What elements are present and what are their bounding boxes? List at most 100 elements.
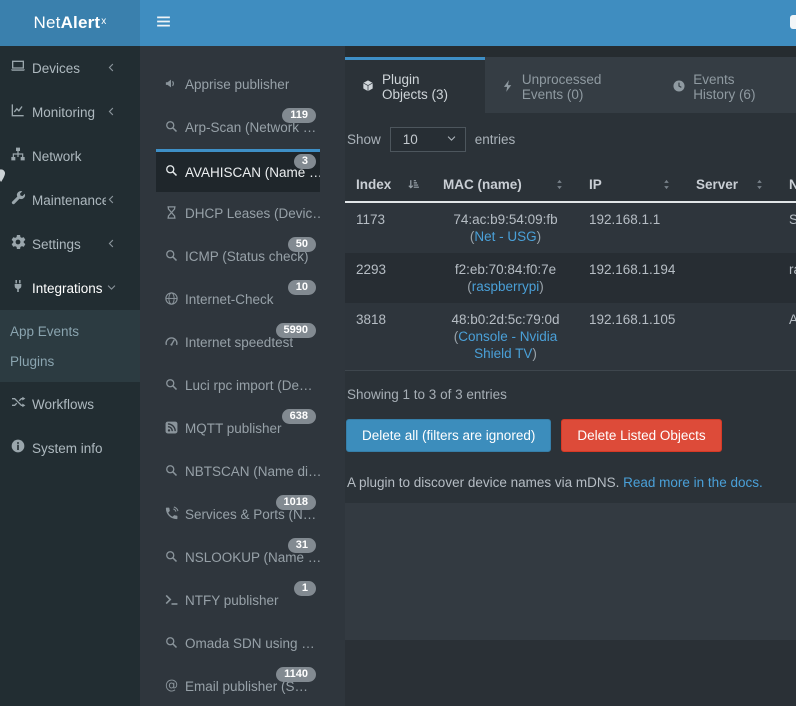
count-badge: 3 <box>293 154 316 169</box>
column-label: N <box>789 177 796 192</box>
brand-logo[interactable]: Net Alert x <box>0 0 140 46</box>
plugin-item-ntfy-publisher[interactable]: NTFY publisher 1 <box>156 579 320 622</box>
hourglass-icon <box>164 205 185 222</box>
plugin-item-apprise-publisher[interactable]: Apprise publisher <box>156 63 320 106</box>
sidebar-item-label: Workflows <box>32 396 95 412</box>
tab-label: Events History (6) <box>693 71 756 102</box>
tab-plugin-objects[interactable]: Plugin Objects (3) <box>345 57 485 113</box>
count-badge: 1 <box>293 581 316 596</box>
cell-ip: 192.168.1.194 <box>589 262 676 277</box>
plugin-item-label: Apprise publisher <box>185 77 290 92</box>
action-buttons: Delete all (filters are ignored) Delete … <box>346 419 796 452</box>
brand-sup: x <box>101 15 107 27</box>
sidebar-item-monitoring[interactable]: Monitoring <box>0 90 140 134</box>
plugin-item-luci-rpc-import-de[interactable]: Luci rpc import (De… <box>156 364 320 407</box>
count-badge: 31 <box>287 538 316 553</box>
column-header-index[interactable]: Index <box>345 168 432 202</box>
network-icon <box>10 146 32 165</box>
sort-icon <box>753 177 766 192</box>
sidebar-item-integrations[interactable]: Integrations <box>0 266 140 310</box>
cell-index: 2293 <box>356 262 387 277</box>
search-icon <box>164 119 185 136</box>
chevron-left-icon <box>106 106 128 119</box>
plugin-item-email-publisher-s[interactable]: @ Email publisher (S… 1140 <box>156 665 320 706</box>
chevron-down-icon <box>446 133 457 146</box>
plugin-item-internet-speedtest[interactable]: Internet speedtest 5990 <box>156 321 320 364</box>
plugin-item-label: ICMP (Status check) <box>185 249 309 264</box>
plugin-item-avahiscan-name[interactable]: AVAHISCAN (Name … 3 <box>156 149 320 192</box>
tab-bar: Plugin Objects (3) Unprocessed Events (0)… <box>345 57 796 113</box>
plugin-item-label: Internet speedtest <box>185 335 294 350</box>
plugin-item-nslookup-name[interactable]: NSLOOKUP (Name … 31 <box>156 536 320 579</box>
brand-net: Net <box>33 13 61 32</box>
navbar-right-partial-icon[interactable] <box>790 15 796 29</box>
page-size-row: Show 10 entries <box>347 127 796 152</box>
count-badge: 10 <box>287 280 316 295</box>
docs-link[interactable]: Read more in the docs. <box>623 475 763 490</box>
cell-ip: 192.168.1.1 <box>589 212 661 227</box>
count-badge: 119 <box>282 108 316 123</box>
at-icon: @ <box>164 678 185 695</box>
count-badge: 1140 <box>276 667 316 682</box>
wrench-icon <box>10 190 32 209</box>
cell-name: An <box>789 312 796 327</box>
cell-server <box>685 202 778 253</box>
page-size-select[interactable]: 10 <box>389 127 466 152</box>
sidebar-item-workflows[interactable]: Workflows <box>0 382 140 426</box>
bullhorn-icon <box>164 76 185 93</box>
plugin-item-arp-scan-network[interactable]: Arp-Scan (Network … 119 <box>156 106 320 149</box>
count-badge: 5990 <box>275 323 316 338</box>
brand-alert: Alert <box>60 13 101 32</box>
column-header-server[interactable]: Server <box>685 168 778 202</box>
device-link[interactable]: Console - Nvidia Shield TV <box>458 329 558 361</box>
device-link[interactable]: raspberrypi <box>471 279 540 294</box>
sidebar-item-network[interactable]: Network <box>0 134 140 178</box>
plugin-item-label: NBTSCAN (Name di… <box>185 464 320 479</box>
plugin-item-label: NSLOOKUP (Name … <box>185 550 320 565</box>
plugin-description-row: A plugin to discover device names via mD… <box>347 475 796 490</box>
cell-mac: f2:eb:70:84:f0:7e (raspberrypi) <box>454 262 557 294</box>
delete-listed-button[interactable]: Delete Listed Objects <box>561 419 722 452</box>
sidebar-item-settings[interactable]: Settings <box>0 222 140 266</box>
plugin-item-icmp-status-check[interactable]: ICMP (Status check) 50 <box>156 235 320 278</box>
sidebar-subitem-plugins[interactable]: Plugins <box>10 353 55 369</box>
terminal-icon <box>164 592 185 609</box>
plugin-list-panel: Apprise publisher Arp-Scan (Network … 119 A… <box>140 46 345 706</box>
plugin-item-label: Email publisher (S… <box>185 679 309 694</box>
main-content: Plugin Objects (3) Unprocessed Events (0)… <box>345 46 796 706</box>
cell-name: ra <box>789 262 796 277</box>
laptop-icon <box>10 58 32 77</box>
search-icon <box>164 549 185 566</box>
plugin-item-dhcp-leases-devic[interactable]: DHCP Leases (Devic… <box>156 192 320 235</box>
tab-unprocessed-events[interactable]: Unprocessed Events (0) <box>485 57 656 113</box>
search-icon <box>164 463 185 480</box>
plugin-item-internet-check[interactable]: Internet-Check 10 <box>156 278 320 321</box>
delete-all-button[interactable]: Delete all (filters are ignored) <box>346 419 552 452</box>
sidebar-item-label: System info <box>32 440 103 456</box>
sidebar-item-maintenance[interactable]: Maintenance <box>0 178 140 222</box>
sidebar-item-system-info[interactable]: System info <box>0 426 140 470</box>
plugin-item-label: DHCP Leases (Devic… <box>185 206 320 221</box>
search-icon <box>164 248 185 265</box>
sidebar-subitem-app-events[interactable]: App Events <box>10 323 80 339</box>
tab-events-history[interactable]: Events History (6) <box>656 57 796 113</box>
device-link[interactable]: Net - USG <box>474 229 537 244</box>
plugin-item-services-ports-n[interactable]: Services & Ports (N… 1018 <box>156 493 320 536</box>
plugin-item-omada-sdn-using[interactable]: Omada SDN using … <box>156 622 320 665</box>
sidebar-item-devices[interactable]: Devices <box>0 46 140 90</box>
column-header-mac-name[interactable]: MAC (name) <box>432 168 578 202</box>
entries-label: entries <box>474 132 516 147</box>
plugin-item-nbtscan-name-di[interactable]: NBTSCAN (Name di… <box>156 450 320 493</box>
plugin-objects-table: Index MAC (name) IP Server N 1173 74:ac:b9:54… <box>345 168 796 371</box>
show-label: Show <box>347 132 381 147</box>
column-header-n[interactable]: N <box>778 168 796 202</box>
plugin-item-mqtt-publisher[interactable]: MQTT publisher 638 <box>156 407 320 450</box>
sidebar-item-label: Devices <box>32 60 81 76</box>
chevron-left-icon <box>106 238 128 251</box>
bolt-icon <box>501 79 515 95</box>
search-icon <box>164 377 185 394</box>
sidebar-submenu: App Events Plugins <box>0 310 140 382</box>
column-header-ip[interactable]: IP <box>578 168 685 202</box>
sidebar-toggle-button[interactable] <box>146 0 180 46</box>
svg-text:@: @ <box>165 678 178 693</box>
